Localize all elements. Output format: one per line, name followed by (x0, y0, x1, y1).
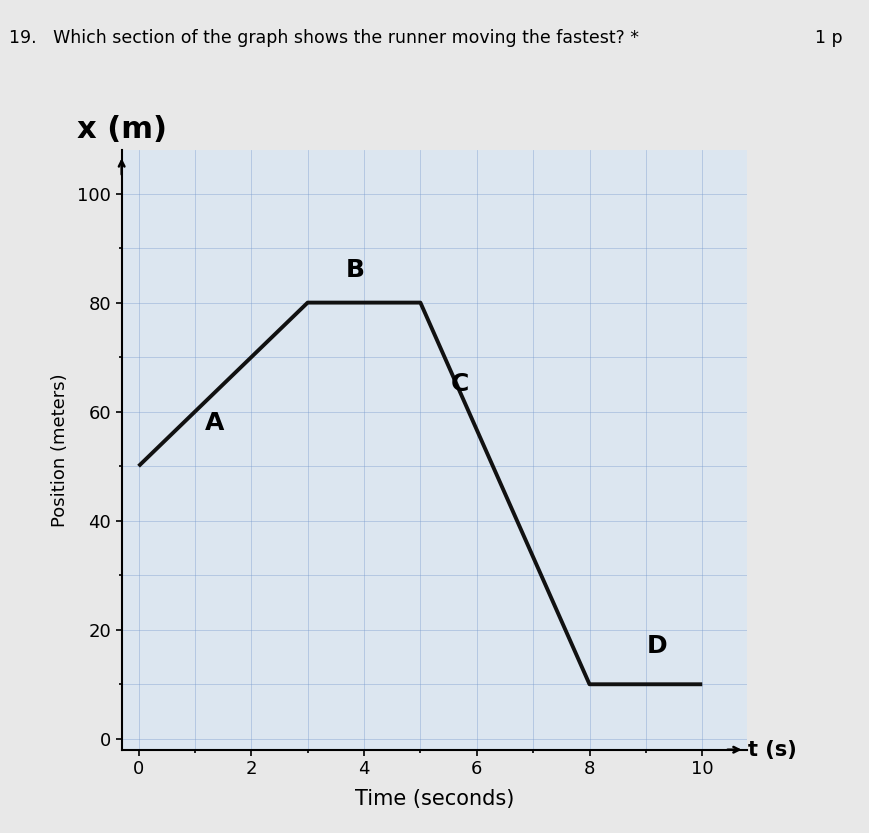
Text: 1 p: 1 p (815, 29, 843, 47)
Text: C: C (451, 372, 469, 397)
Text: B: B (346, 258, 365, 282)
Text: A: A (205, 411, 224, 435)
Text: 19.   Which section of the graph shows the runner moving the fastest? *: 19. Which section of the graph shows the… (9, 29, 639, 47)
X-axis label: Time (seconds): Time (seconds) (355, 789, 514, 809)
Text: x (m): x (m) (76, 116, 167, 144)
Y-axis label: Position (meters): Position (meters) (51, 373, 69, 526)
Text: D: D (647, 634, 667, 658)
Text: t (s): t (s) (748, 740, 797, 760)
